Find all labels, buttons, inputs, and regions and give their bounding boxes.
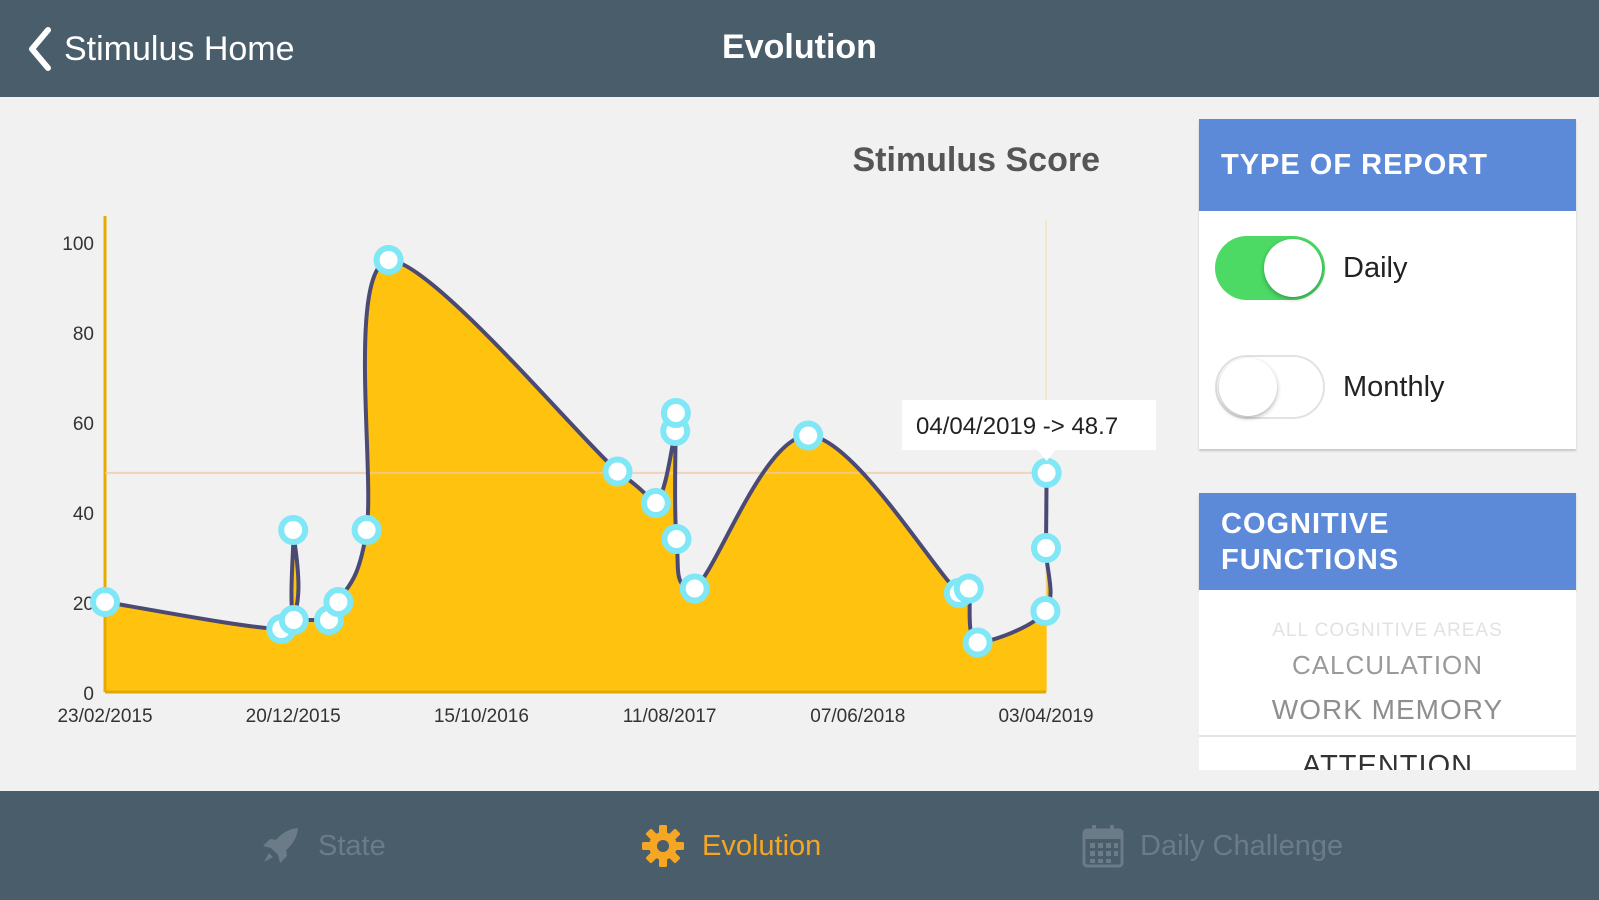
data-point bbox=[323, 587, 354, 617]
report-type-panel: TYPE OF REPORT Daily Monthly bbox=[1199, 119, 1576, 449]
x-tick-label: 23/02/2015 bbox=[57, 706, 152, 727]
picker-option-work-memory[interactable]: WORK MEMORY bbox=[1271, 694, 1504, 725]
chevron-left-icon bbox=[29, 27, 51, 71]
data-point bbox=[90, 587, 120, 617]
data-point bbox=[1031, 457, 1062, 488]
tooltip-text: 04/04/2019 -> 48.7 bbox=[916, 413, 1118, 440]
chart-title: Stimulus Score bbox=[852, 141, 1100, 179]
data-point bbox=[661, 524, 692, 554]
y-tick-label: 80 bbox=[73, 324, 94, 345]
switch-knob bbox=[1219, 358, 1277, 416]
daily-label: Daily bbox=[1343, 251, 1408, 284]
back-button[interactable]: Stimulus Home bbox=[26, 24, 295, 74]
data-point bbox=[278, 515, 309, 545]
gear-icon bbox=[642, 825, 684, 867]
y-tick-label: 40 bbox=[73, 504, 94, 525]
x-tick-label: 03/04/2019 bbox=[998, 706, 1093, 727]
monthly-toggle-row[interactable]: Monthly bbox=[1215, 351, 1445, 423]
chart-tooltip: 04/04/2019 -> 48.7 bbox=[902, 400, 1156, 461]
monthly-label: Monthly bbox=[1343, 370, 1445, 403]
tooltip-box bbox=[902, 400, 1156, 450]
cognitive-title-line2: FUNCTIONS bbox=[1221, 543, 1400, 576]
x-tick-label: 11/08/2017 bbox=[623, 706, 717, 727]
monthly-switch[interactable] bbox=[1215, 355, 1325, 419]
picker-option-all[interactable]: ALL COGNITIVE AREAS bbox=[1272, 620, 1503, 641]
data-point bbox=[793, 420, 824, 451]
header-bar: Stimulus Home Evolution bbox=[0, 0, 1599, 97]
data-point bbox=[962, 627, 993, 658]
report-type-title: TYPE OF REPORT bbox=[1199, 119, 1576, 211]
data-point bbox=[679, 573, 710, 604]
cognitive-area-picker[interactable]: ALL COGNITIVE AREAS CALCULATION WORK MEM… bbox=[1199, 590, 1576, 770]
data-point bbox=[278, 605, 309, 635]
daily-switch[interactable] bbox=[1215, 236, 1325, 300]
cognitive-functions-panel: COGNITIVE FUNCTIONS bbox=[1199, 493, 1576, 590]
daily-toggle-row[interactable]: Daily bbox=[1215, 232, 1407, 304]
tab-daily-challenge-label: Daily Challenge bbox=[1140, 829, 1344, 862]
tab-bar: State Evolution bbox=[0, 791, 1599, 900]
x-tick-label: 07/06/2018 bbox=[810, 706, 905, 727]
data-point bbox=[373, 245, 404, 275]
y-tick-label: 0 bbox=[83, 684, 94, 705]
picker-option-attention[interactable]: ATTENTION bbox=[1301, 750, 1474, 770]
data-point bbox=[953, 573, 984, 604]
switch-knob bbox=[1264, 239, 1322, 297]
page-title: Evolution bbox=[722, 28, 877, 66]
data-point bbox=[660, 398, 691, 428]
calendar-icon bbox=[1082, 825, 1124, 868]
tooltip-pointer bbox=[1037, 450, 1056, 461]
tab-state-label: State bbox=[318, 829, 386, 862]
rocket-icon bbox=[263, 828, 298, 863]
tab-state[interactable]: State bbox=[258, 815, 386, 877]
x-tick-label: 20/12/2015 bbox=[246, 706, 341, 727]
tab-evolution[interactable]: Evolution bbox=[640, 815, 821, 877]
y-tick-label: 100 bbox=[62, 234, 94, 255]
y-tick-label: 20 bbox=[73, 594, 94, 615]
back-label: Stimulus Home bbox=[64, 29, 295, 68]
data-point bbox=[1031, 533, 1061, 563]
picker-selection-line bbox=[1199, 735, 1576, 737]
data-point bbox=[351, 515, 382, 545]
tab-daily-challenge[interactable]: Daily Challenge bbox=[1082, 815, 1343, 877]
score-chart: 0 20 40 60 80 100 23/02/2015 20/12/2015 15/10/20… bbox=[57, 141, 1156, 727]
data-point bbox=[640, 488, 671, 518]
x-tick-label: 15/10/2016 bbox=[434, 706, 529, 727]
y-tick-label: 60 bbox=[73, 414, 94, 435]
tab-evolution-label: Evolution bbox=[702, 829, 822, 862]
cognitive-title-line1: COGNITIVE bbox=[1221, 507, 1390, 540]
data-point bbox=[602, 456, 633, 487]
data-point bbox=[1030, 596, 1061, 626]
picker-option-calculation[interactable]: CALCULATION bbox=[1291, 650, 1484, 680]
chart-area-fill bbox=[105, 260, 1051, 692]
